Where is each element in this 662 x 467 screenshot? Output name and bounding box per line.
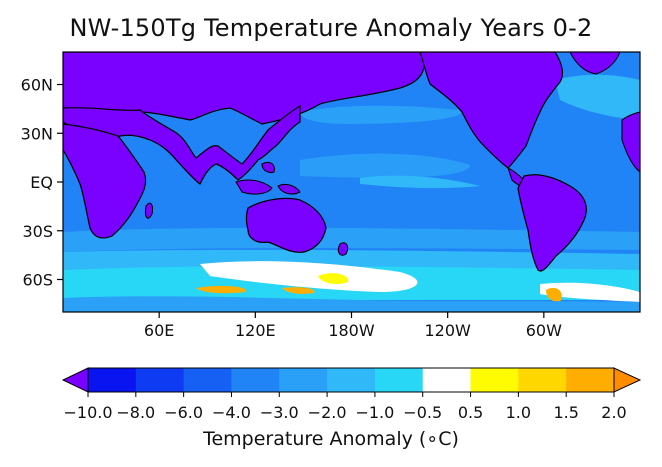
warm-anomaly-orange-2 [282, 287, 315, 294]
colorbar-swatch [88, 368, 137, 392]
north-atlantic-band [555, 74, 640, 120]
new-zealand [337, 242, 349, 256]
x-axis-ticks: 60E 120E 180W 120W 60W [144, 312, 562, 340]
colorbar-swatch [422, 368, 472, 392]
colorbar-tick-label: −10.0 [63, 403, 112, 422]
colorbar-tick-label: −8.0 [116, 403, 155, 422]
colorbar-label: Temperature Anomaly (∘C) [203, 428, 459, 450]
temperature-anomaly-map [63, 52, 640, 312]
colorbar-swatch [470, 368, 519, 392]
warm-anomaly-orange-1 [196, 285, 247, 294]
warm-anomaly-white [200, 261, 418, 292]
colorbar-frame [87, 367, 615, 393]
colorbar-tick-label: 2.0 [601, 403, 626, 422]
colorbar-tick-label: 0.5 [458, 403, 483, 422]
colorbar-under-arrow [61, 367, 89, 393]
x-tick-label: 120E [235, 321, 276, 340]
colorbar-ticks: −10.0 −8.0 −6.0 −4.0 −3.0 −2.0 −1.0 −0.5 0.5 1.0 1… [63, 392, 627, 422]
antarctica [63, 296, 640, 312]
south-america [517, 174, 587, 272]
colorbar-tick-label: −6.0 [164, 403, 203, 422]
colorbar-tick-label: −4.0 [212, 403, 251, 422]
colorbar-swatch [183, 368, 232, 392]
tropical-band-pacific [360, 175, 480, 189]
colorbar-swatch [374, 368, 424, 392]
x-tick-label: 180W [328, 321, 375, 340]
colorbar-tick-label: 1.0 [506, 403, 531, 422]
eurasia [63, 104, 301, 185]
tropical-band-north [300, 153, 470, 178]
colorbar-swatch [518, 368, 567, 392]
africa [63, 123, 147, 239]
colorbar-over-arrow [613, 367, 642, 393]
colorbar-tick-label: −2.0 [308, 403, 347, 422]
colorbar-swatch [279, 368, 328, 392]
y-tick-label: 60S [22, 271, 53, 290]
colorbar-tick-label: −1.0 [355, 403, 394, 422]
x-tick-label: 120W [424, 321, 471, 340]
greenland [569, 52, 621, 75]
southern-band-1 [63, 227, 640, 252]
colorbar [61, 367, 642, 393]
colorbar-tick-label: 1.5 [553, 403, 578, 422]
warm-anomaly-yellow [318, 273, 349, 284]
y-tick-label: 30S [22, 222, 53, 241]
x-tick-label: 60W [526, 321, 562, 340]
colorbar-swatch [566, 368, 615, 392]
colorbar-swatch [231, 368, 280, 392]
madagascar [145, 202, 153, 219]
y-axis-ticks: 60N 30N EQ 30S 60S [21, 76, 63, 290]
y-tick-label: 60N [21, 76, 53, 95]
y-tick-label: 30N [21, 124, 53, 143]
x-tick-label: 60E [144, 321, 174, 340]
warm-anomaly-white-2 [540, 282, 640, 302]
warm-anomaly-orange-3 [546, 287, 562, 302]
australia [245, 197, 327, 253]
chart-title: NW-150Tg Temperature Anomaly Years 0-2 [69, 14, 593, 42]
north-pacific-band [300, 105, 462, 124]
colorbar-swatch [135, 368, 185, 392]
europe-east-edge [621, 111, 640, 173]
colorbar-tick-label: −0.5 [403, 403, 442, 422]
colorbar-tick-label: −3.0 [260, 403, 299, 422]
southeast-asia-islands [235, 161, 301, 195]
colorbar-swatch [327, 368, 376, 392]
y-tick-label: EQ [30, 173, 53, 192]
